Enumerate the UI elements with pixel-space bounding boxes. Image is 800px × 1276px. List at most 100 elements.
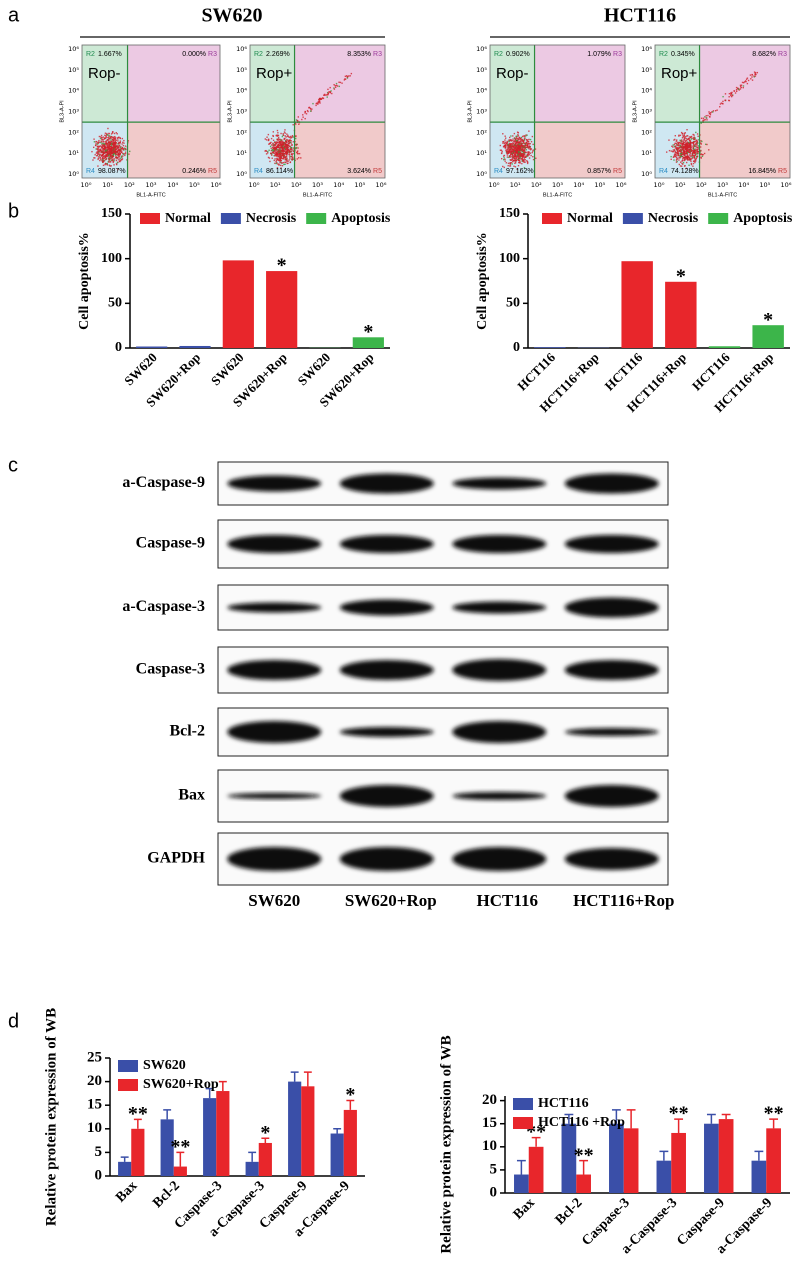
event-dot bbox=[329, 92, 332, 94]
event-dot bbox=[268, 157, 271, 159]
event-dot bbox=[515, 149, 518, 151]
x-tick-label: 10² bbox=[531, 181, 542, 189]
event-dot bbox=[692, 151, 694, 153]
error-bar bbox=[674, 1118, 684, 1133]
event-dot bbox=[282, 151, 284, 154]
quadrant-name: R4 bbox=[254, 168, 263, 175]
event-dot bbox=[264, 138, 267, 140]
event-dot bbox=[288, 141, 291, 144]
event-dot bbox=[100, 148, 102, 150]
legend-swatch bbox=[118, 1060, 138, 1072]
event-dot bbox=[279, 153, 281, 156]
event-dot bbox=[279, 150, 281, 152]
event-dot bbox=[124, 148, 127, 150]
event-dot bbox=[278, 152, 280, 155]
event-dot bbox=[274, 162, 276, 165]
event-dot bbox=[283, 137, 286, 140]
event-dot bbox=[511, 153, 514, 156]
event-dot bbox=[271, 149, 273, 152]
significance: ** bbox=[128, 1103, 148, 1125]
event-dot bbox=[696, 142, 698, 145]
event-dot bbox=[278, 163, 280, 165]
event-dot bbox=[287, 162, 289, 165]
event-dot bbox=[346, 75, 348, 77]
event-dot bbox=[276, 147, 278, 149]
event-dot bbox=[302, 114, 304, 116]
event-dot bbox=[528, 153, 530, 155]
event-dot bbox=[678, 149, 680, 152]
event-dot bbox=[296, 119, 299, 122]
event-dot bbox=[108, 135, 111, 137]
event-dot bbox=[101, 144, 104, 147]
event-dot bbox=[296, 143, 298, 146]
event-dot bbox=[509, 136, 511, 139]
blot-band bbox=[227, 660, 322, 680]
event-dot bbox=[728, 92, 731, 95]
event-dot bbox=[516, 150, 518, 153]
event-dot bbox=[283, 150, 285, 152]
event-dot bbox=[99, 156, 101, 159]
event-dot bbox=[270, 141, 272, 144]
event-dot bbox=[684, 136, 686, 138]
event-dot bbox=[105, 144, 108, 146]
event-dot bbox=[722, 100, 724, 103]
event-dot bbox=[679, 150, 682, 153]
x-tick-label: HCT116 bbox=[514, 349, 558, 393]
event-dot bbox=[273, 155, 275, 157]
event-dot bbox=[523, 152, 526, 154]
event-dot bbox=[685, 137, 687, 140]
quadrant bbox=[699, 45, 790, 123]
event-dot bbox=[280, 152, 283, 155]
event-dot bbox=[289, 139, 291, 142]
event-dot bbox=[514, 146, 517, 149]
event-dot bbox=[514, 140, 517, 142]
event-dot bbox=[267, 133, 270, 136]
event-dot bbox=[724, 93, 727, 95]
event-dot bbox=[695, 153, 697, 156]
event-dot bbox=[124, 152, 127, 155]
event-dot bbox=[288, 150, 290, 152]
event-dot bbox=[522, 147, 524, 149]
x-axis-label: BL1-A-FITC bbox=[303, 192, 332, 198]
event-dot bbox=[519, 139, 522, 141]
event-dot bbox=[696, 133, 699, 135]
event-dot bbox=[279, 161, 281, 164]
event-dot bbox=[109, 140, 111, 143]
event-dot bbox=[100, 140, 102, 142]
event-dot bbox=[517, 144, 519, 147]
event-dot bbox=[97, 158, 99, 161]
event-dot bbox=[519, 143, 521, 145]
y-tick-label: 10⁰ bbox=[476, 170, 487, 178]
event-dot bbox=[102, 153, 104, 156]
event-dot bbox=[693, 136, 695, 138]
event-dot bbox=[523, 139, 526, 141]
event-dot bbox=[101, 146, 104, 149]
event-dot bbox=[298, 152, 301, 155]
event-dot bbox=[509, 148, 511, 151]
event-dot bbox=[673, 159, 675, 161]
event-dot bbox=[270, 149, 273, 152]
event-dot bbox=[96, 154, 99, 157]
event-dot bbox=[678, 144, 680, 147]
event-dot bbox=[523, 159, 525, 162]
event-dot bbox=[510, 142, 513, 145]
event-dot bbox=[113, 164, 115, 166]
event-dot bbox=[270, 152, 272, 154]
event-dot bbox=[532, 149, 535, 151]
event-dot bbox=[519, 144, 521, 147]
event-dot bbox=[281, 157, 283, 160]
event-dot bbox=[113, 136, 115, 138]
event-dot bbox=[525, 141, 527, 144]
event-dot bbox=[311, 108, 313, 110]
event-dot bbox=[523, 158, 526, 160]
x-tick-label: 10⁵ bbox=[354, 181, 365, 189]
event-dot bbox=[278, 164, 280, 166]
event-dot bbox=[104, 152, 107, 154]
event-dot bbox=[686, 152, 688, 154]
event-dot bbox=[526, 162, 529, 165]
event-dot bbox=[101, 142, 103, 145]
y-tick-label: 10² bbox=[476, 128, 487, 136]
event-dot bbox=[521, 151, 524, 153]
event-dot bbox=[272, 143, 274, 145]
event-dot bbox=[701, 140, 703, 143]
